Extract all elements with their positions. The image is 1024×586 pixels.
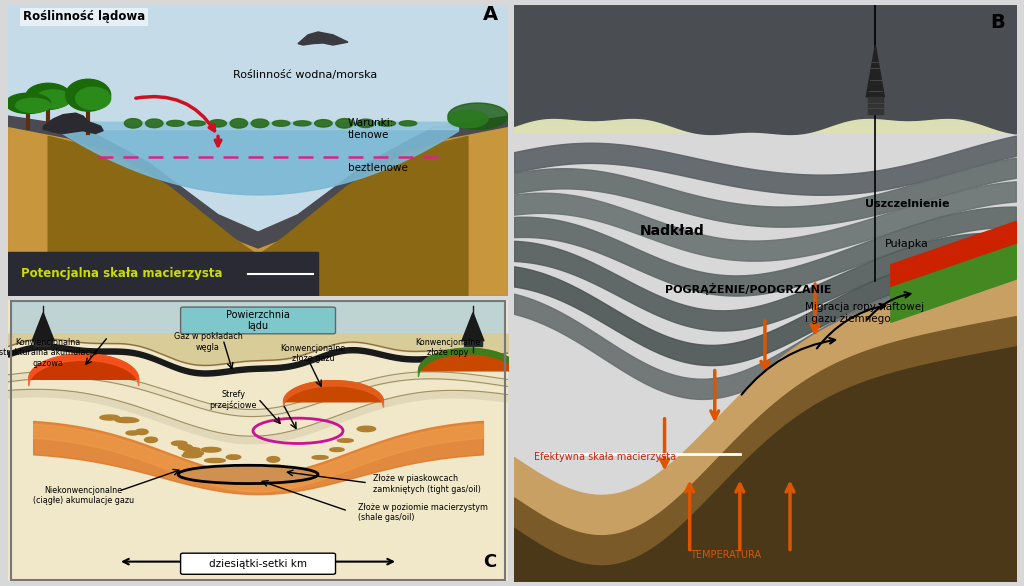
Polygon shape (48, 137, 468, 296)
Bar (8, 253, 318, 296)
Ellipse shape (262, 467, 281, 471)
Text: Nadkład: Nadkład (639, 224, 705, 239)
Ellipse shape (447, 103, 508, 129)
Ellipse shape (171, 441, 187, 445)
Ellipse shape (378, 121, 395, 126)
Text: Konwencjonalne
złoże gazu: Konwencjonalne złoże gazu (281, 343, 346, 363)
Ellipse shape (267, 456, 280, 462)
Ellipse shape (248, 465, 269, 470)
Ellipse shape (357, 426, 376, 432)
Ellipse shape (26, 83, 71, 110)
Text: TEMPERATURA: TEMPERATURA (690, 550, 761, 560)
Ellipse shape (272, 121, 290, 126)
Ellipse shape (126, 431, 139, 435)
Ellipse shape (144, 437, 158, 442)
Text: beztlenowe: beztlenowe (348, 163, 408, 173)
Polygon shape (464, 341, 482, 346)
FancyBboxPatch shape (180, 553, 336, 574)
Ellipse shape (183, 448, 200, 452)
Ellipse shape (251, 119, 268, 128)
FancyBboxPatch shape (180, 307, 336, 334)
Text: tlenowe: tlenowe (348, 130, 389, 140)
Ellipse shape (182, 454, 202, 458)
Text: Gaz w pokładach
węgla: Gaz w pokładach węgla (174, 332, 243, 352)
Text: Niekonwencjonalne
(ciągłe) akumulacje gazu: Niekonwencjonalne (ciągłe) akumulacje ga… (33, 486, 134, 505)
Ellipse shape (119, 418, 138, 423)
Text: Roślinność lądowa: Roślinność lądowa (24, 11, 145, 23)
Ellipse shape (294, 121, 311, 126)
Ellipse shape (187, 121, 205, 126)
Polygon shape (34, 341, 52, 346)
Ellipse shape (135, 429, 148, 435)
Polygon shape (298, 32, 348, 45)
Ellipse shape (357, 119, 375, 128)
Polygon shape (867, 97, 883, 114)
Ellipse shape (167, 120, 184, 127)
Text: Roślinność wodna/morska: Roślinność wodna/morska (233, 70, 377, 80)
Text: Efektywna skała macierzysta: Efektywna skała macierzysta (535, 452, 676, 462)
Ellipse shape (6, 93, 50, 114)
Polygon shape (462, 313, 484, 341)
Ellipse shape (312, 455, 328, 459)
Text: Potencjalna skała macierzysta: Potencjalna skała macierzysta (20, 267, 222, 280)
Ellipse shape (338, 439, 353, 442)
Text: dziesiątki-setki km: dziesiątki-setki km (209, 559, 307, 569)
Text: Powierzchnia
lądu: Powierzchnia lądu (226, 310, 290, 331)
Ellipse shape (115, 417, 137, 423)
Text: C: C (483, 553, 497, 571)
Text: Migracja ropy naftowej
i gazu ziemnego: Migracja ropy naftowej i gazu ziemnego (805, 302, 925, 324)
Ellipse shape (314, 120, 332, 127)
Text: Złoże w piaskowcach
zamkniętych (tight gas/oil): Złoże w piaskowcach zamkniętych (tight g… (373, 475, 481, 494)
Text: Uszczelnienie: Uszczelnienie (865, 199, 950, 209)
Polygon shape (308, 33, 328, 35)
Text: POGRĄŻENIE/PODGRZANIE: POGRĄŻENIE/PODGRZANIE (665, 283, 831, 295)
Ellipse shape (209, 120, 226, 127)
Ellipse shape (183, 451, 204, 456)
Text: Konwencjonalne
złoże ropy: Konwencjonalne złoże ropy (416, 338, 480, 357)
Polygon shape (8, 116, 508, 296)
Ellipse shape (230, 118, 248, 128)
Polygon shape (866, 45, 885, 97)
Ellipse shape (15, 98, 50, 113)
Ellipse shape (124, 118, 142, 128)
Ellipse shape (36, 90, 71, 108)
Text: Warunki:: Warunki: (348, 118, 394, 128)
Polygon shape (32, 313, 54, 341)
Ellipse shape (268, 465, 284, 469)
Ellipse shape (336, 118, 353, 128)
Text: Strefy
przejściowe: Strefy przejściowe (209, 390, 257, 410)
Ellipse shape (100, 415, 120, 420)
Ellipse shape (205, 458, 225, 462)
Text: Złoże w poziomie macierzystym
(shale gas/oil): Złoże w poziomie macierzystym (shale gas… (358, 503, 488, 522)
Text: B: B (991, 13, 1006, 32)
Ellipse shape (330, 448, 344, 452)
Ellipse shape (226, 455, 241, 459)
Ellipse shape (66, 79, 111, 111)
Ellipse shape (145, 119, 163, 128)
Text: Konwencjonalna
strukturalna akumulacja
gazowa: Konwencjonalna strukturalna akumulacja g… (0, 338, 97, 368)
Ellipse shape (399, 121, 417, 126)
Polygon shape (8, 128, 508, 296)
Ellipse shape (447, 110, 487, 128)
Ellipse shape (178, 465, 318, 483)
Text: Pułapka: Pułapka (886, 239, 929, 249)
Text: A: A (483, 5, 498, 25)
Ellipse shape (201, 447, 221, 452)
Ellipse shape (178, 445, 193, 450)
Polygon shape (43, 113, 103, 134)
Ellipse shape (76, 87, 111, 110)
